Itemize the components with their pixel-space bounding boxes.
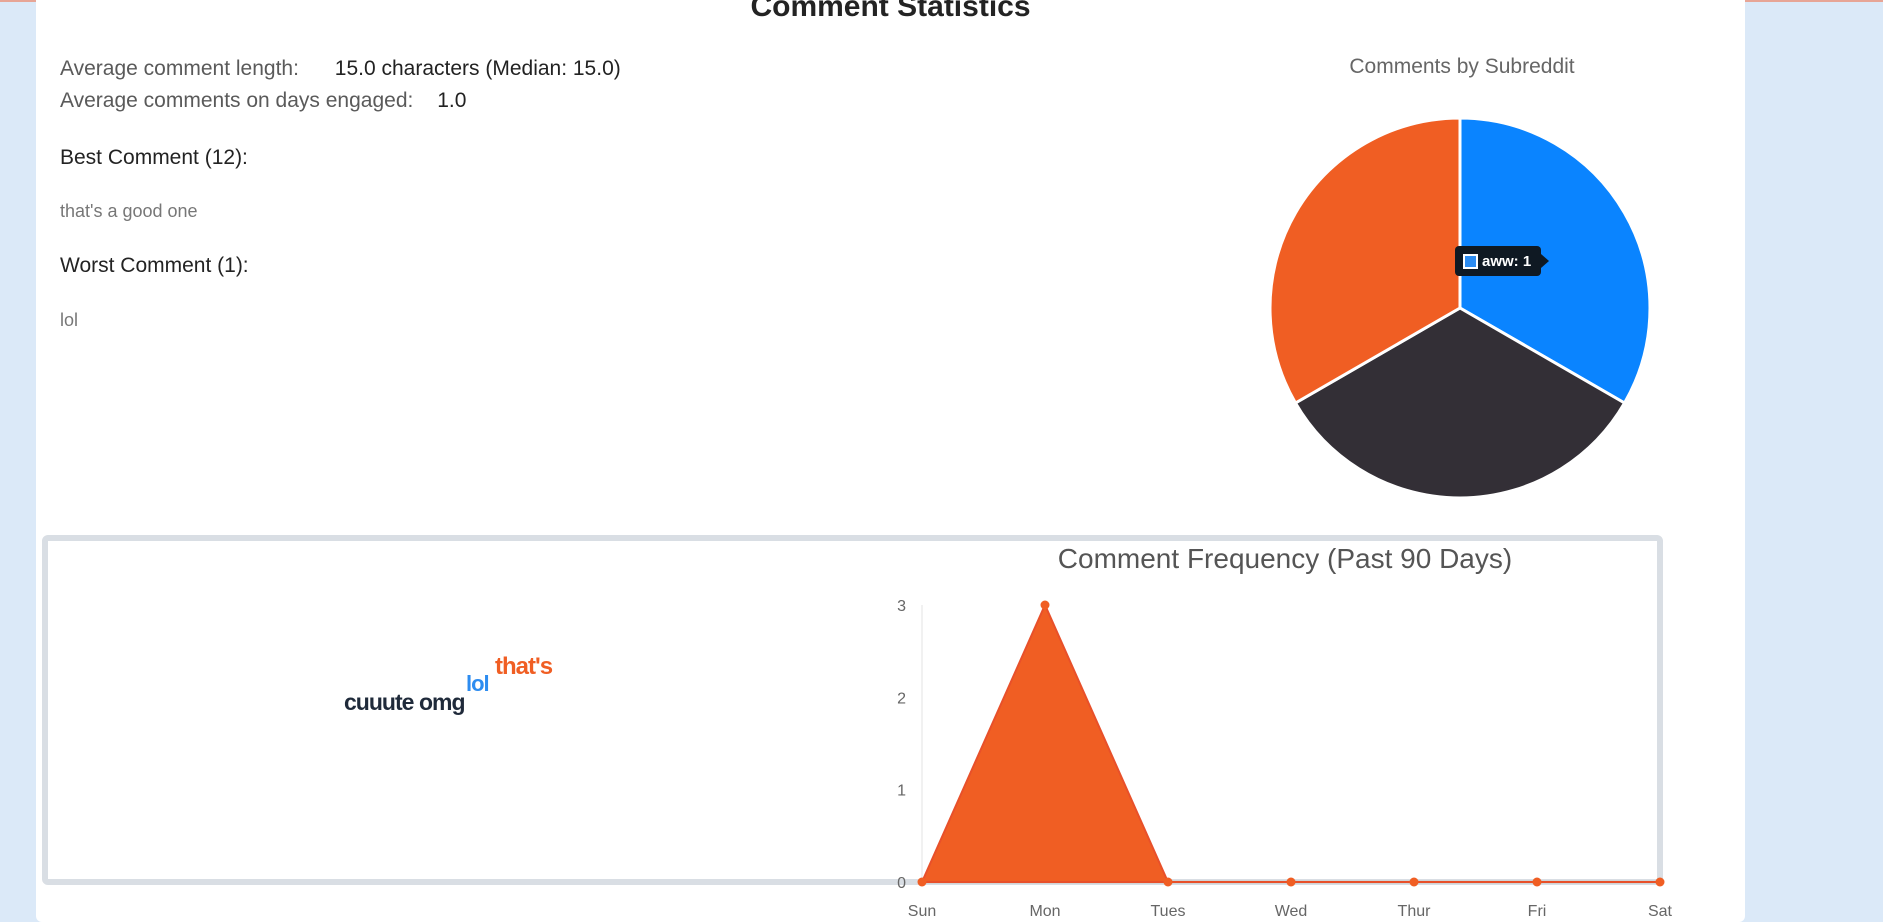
frequency-title: Comment Frequency (Past 90 Days) — [1057, 543, 1513, 574]
word-thats: that's — [495, 653, 553, 680]
avg-length-row: Average comment length: 15.0 characters … — [60, 56, 621, 82]
x-tick-label: Wed — [1275, 903, 1308, 920]
word-lol: lol — [466, 671, 490, 696]
data-point-fri[interactable] — [1532, 877, 1542, 887]
avg-days-value: 1.0 — [437, 89, 467, 112]
avg-days-row: Average comments on days engaged: 1.0 — [60, 88, 466, 114]
avg-length-value: 15.0 characters (Median: 15.0) — [334, 57, 621, 80]
worst-comment-text: lol — [60, 310, 79, 330]
best-comment-text: that's a good one — [60, 201, 198, 221]
frequency-area — [920, 602, 1660, 883]
x-tick-label: Fri — [1528, 903, 1547, 920]
word-cuuute: cuuute — [344, 689, 414, 715]
avg-length-label: Average comment length: — [60, 57, 299, 80]
data-point-sun[interactable] — [917, 877, 927, 887]
pie-tooltip: aww: 1 — [1455, 246, 1550, 276]
x-tick-label: Tues — [1151, 903, 1186, 920]
y-tick-label: 2 — [897, 690, 906, 707]
page-title: Comment Statistics — [750, 0, 1031, 23]
tooltip-text: aww: 1 — [1482, 252, 1532, 270]
pie-title: Comments by Subreddit — [1349, 55, 1575, 78]
y-tick-label: 1 — [897, 783, 906, 800]
x-tick-label: Thur — [1398, 903, 1432, 920]
data-point-wed[interactable] — [1286, 877, 1296, 887]
best-comment-heading: Best Comment (12): — [60, 146, 248, 169]
x-tick-label: Sat — [1648, 903, 1673, 920]
data-point-sat[interactable] — [1655, 877, 1665, 887]
word-omg: omg — [419, 689, 466, 715]
data-point-thur[interactable] — [1409, 877, 1419, 887]
subreddit-pie-chart: Comments by Subreddit — [1231, 52, 1693, 502]
x-tick-label: Mon — [1029, 903, 1060, 920]
y-tick-label: 0 — [897, 875, 906, 892]
worst-comment-heading: Worst Comment (1): — [60, 254, 249, 277]
tooltip-swatch — [1463, 253, 1478, 269]
y-tick-label: 3 — [897, 598, 906, 615]
data-point-tues[interactable] — [1163, 877, 1173, 887]
x-tick-label: Sun — [908, 903, 936, 920]
avg-days-label: Average comments on days engaged: — [60, 89, 414, 112]
frequency-panel — [42, 535, 1663, 885]
data-point-mon[interactable] — [1040, 600, 1050, 610]
